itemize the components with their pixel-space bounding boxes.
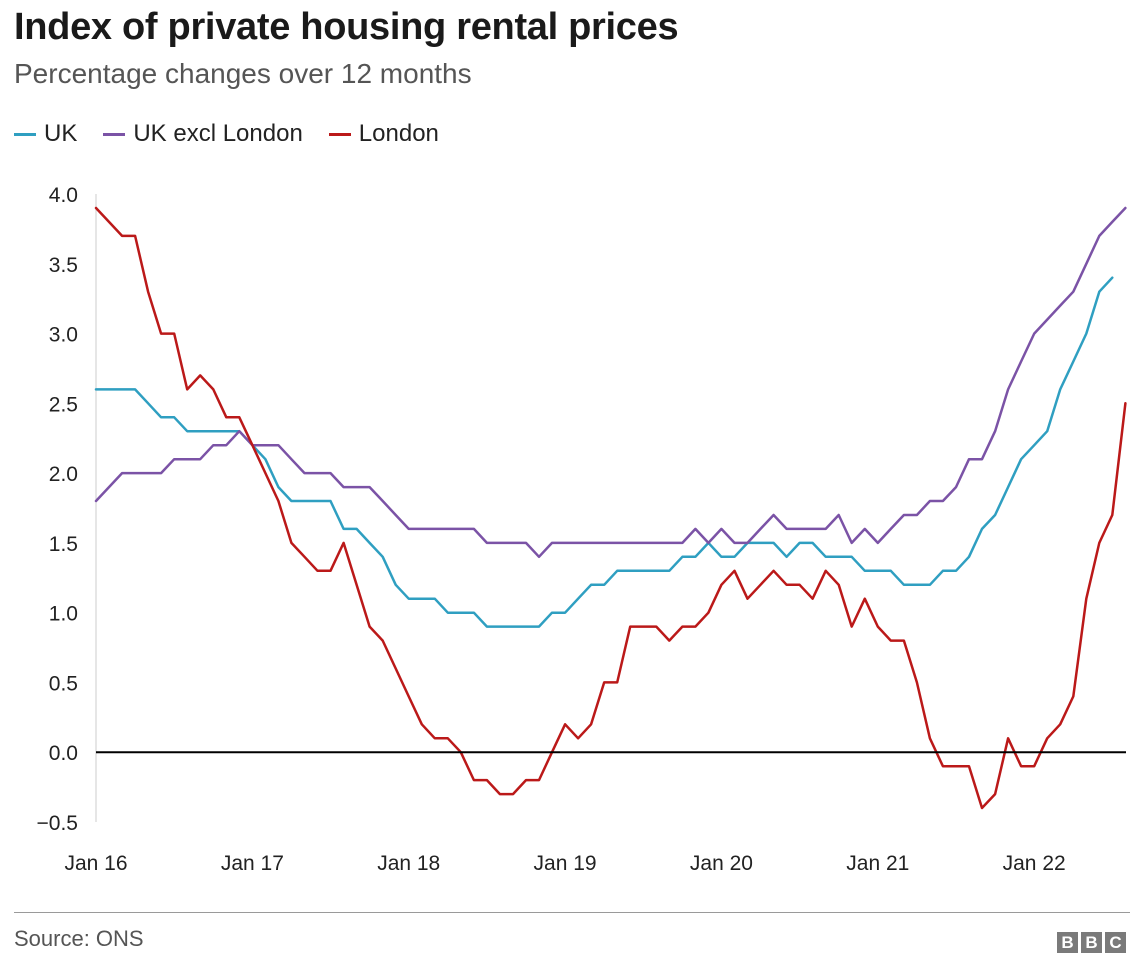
y-tick-label: 3.5 [49, 254, 78, 277]
series-line-london [94, 206, 1127, 810]
x-tick-label: Jan 21 [846, 852, 909, 875]
x-tick-label: Jan 22 [1003, 852, 1066, 875]
legend-swatch-uk-excl-london [103, 132, 126, 136]
x-tick-label: Jan 16 [64, 852, 127, 875]
series-line-uk-excl-london [94, 206, 1127, 559]
y-tick-label: 1.0 [49, 603, 78, 626]
chart-subtitle: Percentage changes over 12 months [14, 58, 472, 89]
legend-label-uk-excl-london: UK excl London [133, 120, 303, 147]
legend: UK UK excl London London [14, 120, 439, 148]
series-line-uk [94, 276, 1114, 628]
chart-title: Index of private housing rental prices [14, 6, 679, 48]
footer-divider [14, 912, 1130, 913]
line-chart: 4.0 3.5 3.0 2.5 2.0 1.5 1.0 0.5 0.0 −0.5 Jan 16 Jan… [37, 184, 1127, 875]
legend-label-london: London [358, 120, 439, 147]
y-tick-label: 0.0 [49, 742, 78, 765]
y-tick-label: 3.0 [49, 324, 78, 347]
y-tick-label: 2.0 [49, 463, 78, 486]
x-tick-label: Jan 19 [534, 852, 597, 875]
bbc-logo-letter-b2: B [1081, 932, 1102, 953]
x-tick-label: Jan 20 [690, 852, 753, 875]
legend-swatch-london [328, 132, 351, 136]
legend-label-uk: UK [44, 120, 78, 147]
y-tick-label: 1.5 [49, 533, 78, 556]
legend-swatch-uk [14, 132, 36, 136]
legend-item-uk-excl-london: UK excl London [103, 120, 303, 148]
y-tick-label: 4.0 [49, 184, 78, 207]
source-note: Source: ONS [14, 926, 144, 951]
y-tick-label: −0.5 [37, 812, 78, 835]
y-tick-label: 0.5 [49, 672, 78, 695]
bbc-logo: B B C [1057, 932, 1126, 953]
x-tick-label: Jan 18 [377, 852, 440, 875]
bbc-logo-letter-b1: B [1057, 932, 1078, 953]
legend-item-london: London [328, 120, 439, 148]
x-tick-label: Jan 17 [221, 852, 284, 875]
legend-item-uk: UK [14, 120, 77, 148]
y-tick-label: 2.5 [49, 393, 78, 416]
bbc-logo-letter-c: C [1105, 932, 1126, 953]
